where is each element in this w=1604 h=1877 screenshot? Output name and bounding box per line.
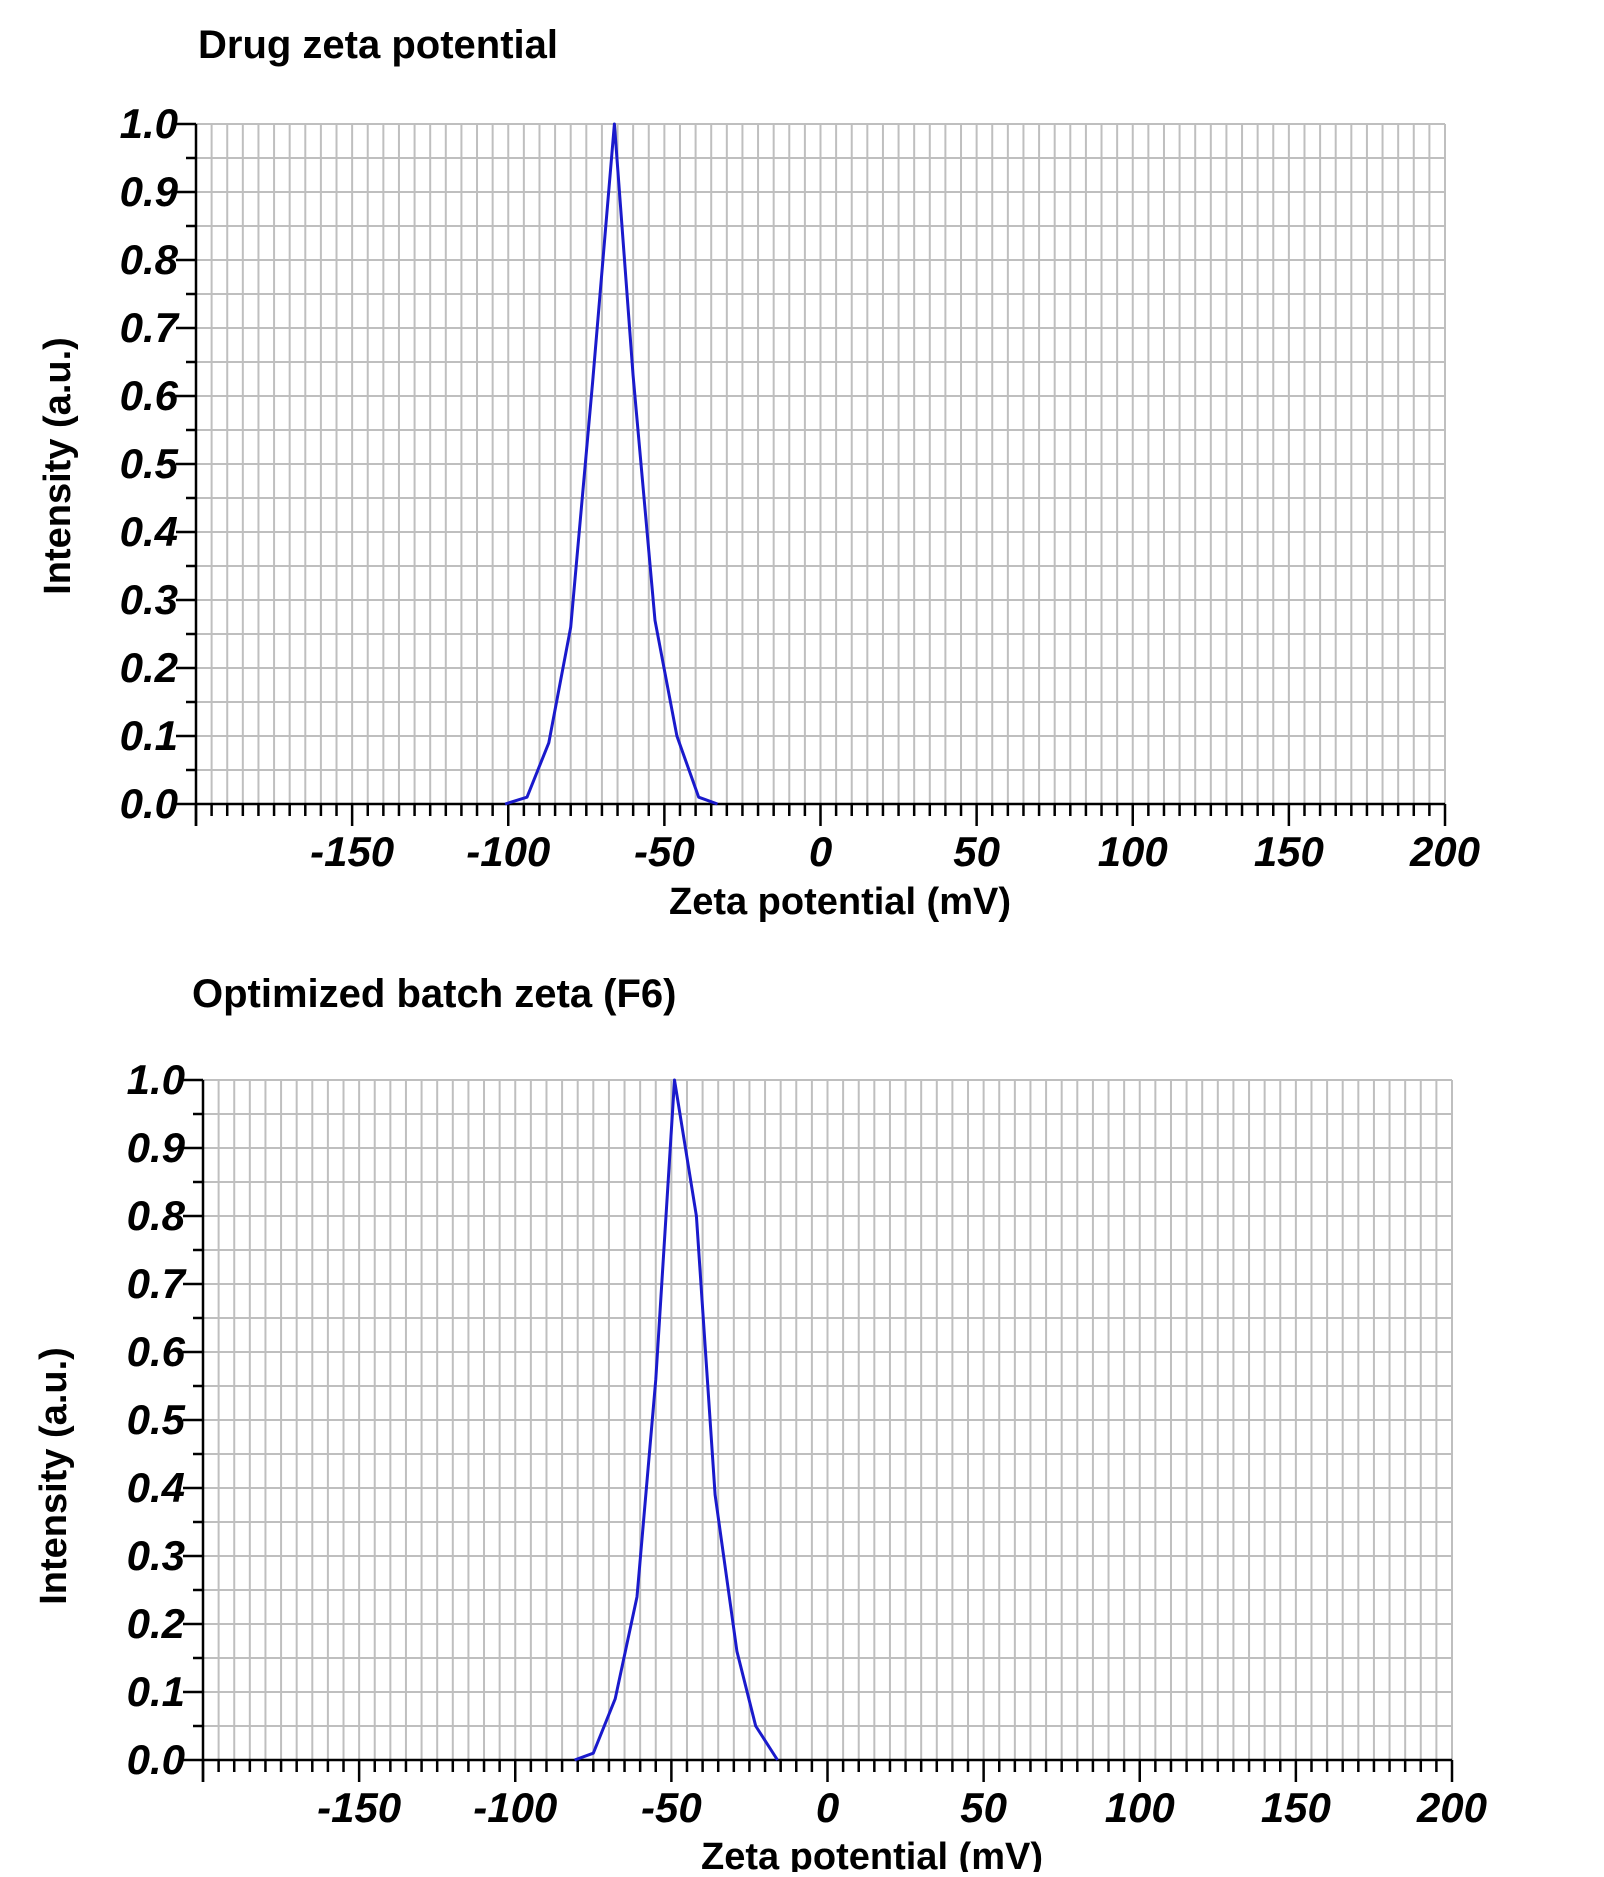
y-tick-label: 0.0 (120, 780, 178, 827)
y-tick-label: 0.6 (120, 372, 179, 419)
y-tick-label: 0.2 (120, 644, 178, 691)
y-tick-label: 1.0 (127, 1056, 185, 1103)
x-tick-label: -150 (310, 828, 394, 875)
chart-title: Drug zeta potential (198, 23, 558, 67)
y-tick-label: 0.3 (120, 576, 178, 623)
y-tick-label: 0.1 (120, 712, 178, 759)
y-axis-label: Intensity (a.u.) (33, 1347, 75, 1605)
y-tick-label: 1.0 (120, 100, 178, 147)
chart-title: Optimized batch zeta (F6) (192, 972, 677, 1016)
x-tick-label: 100 (1098, 828, 1168, 875)
x-tick-label: 200 (1409, 828, 1480, 875)
y-tick-label: 0.8 (120, 236, 179, 283)
y-tick-label: 0.2 (127, 1600, 185, 1647)
y-tick-label: 0.3 (127, 1532, 185, 1579)
y-tick-label: 0.6 (127, 1328, 186, 1375)
y-tick-label: 0.5 (120, 440, 179, 487)
x-tick-label: -150 (317, 1784, 401, 1831)
y-tick-label: 0.7 (120, 304, 180, 351)
y-axis-label: Intensity (a.u.) (37, 337, 79, 595)
y-tick-label: 0.0 (127, 1736, 185, 1783)
chart-panel-drug: Drug zeta potential 0.0 0.1 0.2 0.3 0.4 0.5 0.6… (0, 0, 1604, 936)
chart-panel-optimized: Optimized batch zeta (F6) 0.0 0.1 0.2 0.3 0.4… (0, 936, 1604, 1872)
y-tick-label: 0.9 (120, 168, 179, 215)
grid (196, 124, 1445, 804)
y-tick-label: 0.4 (127, 1464, 185, 1511)
x-tick-label: -100 (473, 1784, 557, 1831)
y-tick-label: 0.4 (120, 508, 178, 555)
x-tick-label: 150 (1261, 1784, 1331, 1831)
x-tick-label: 200 (1416, 1784, 1487, 1831)
x-tick-label: 150 (1254, 828, 1324, 875)
x-tick-label: 100 (1105, 1784, 1175, 1831)
x-tick-label: 0 (809, 828, 832, 875)
x-tick-label: -50 (641, 1784, 702, 1831)
chart-optimized-zeta: Optimized batch zeta (F6) 0.0 0.1 0.2 0.3 0.4… (0, 936, 1604, 1872)
y-tick-label: 0.1 (127, 1668, 185, 1715)
y-tick-label: 0.5 (127, 1396, 186, 1443)
x-tick-label: 50 (953, 828, 1000, 875)
x-tick-label: 50 (960, 1784, 1007, 1831)
y-tick-label: 0.7 (127, 1260, 187, 1307)
y-tick-label: 0.8 (127, 1192, 186, 1239)
grid (203, 1080, 1452, 1760)
x-axis-label: Zeta potential (mV) (669, 881, 1011, 923)
x-tick-label: 0 (816, 1784, 839, 1831)
x-tick-label: -50 (634, 828, 695, 875)
x-tick-label: -100 (466, 828, 550, 875)
chart-drug-zeta: Drug zeta potential 0.0 0.1 0.2 0.3 0.4 0.5 0.6… (0, 0, 1604, 936)
x-axis-label: Zeta potential (mV) (701, 1836, 1043, 1872)
y-tick-label: 0.9 (127, 1124, 186, 1171)
